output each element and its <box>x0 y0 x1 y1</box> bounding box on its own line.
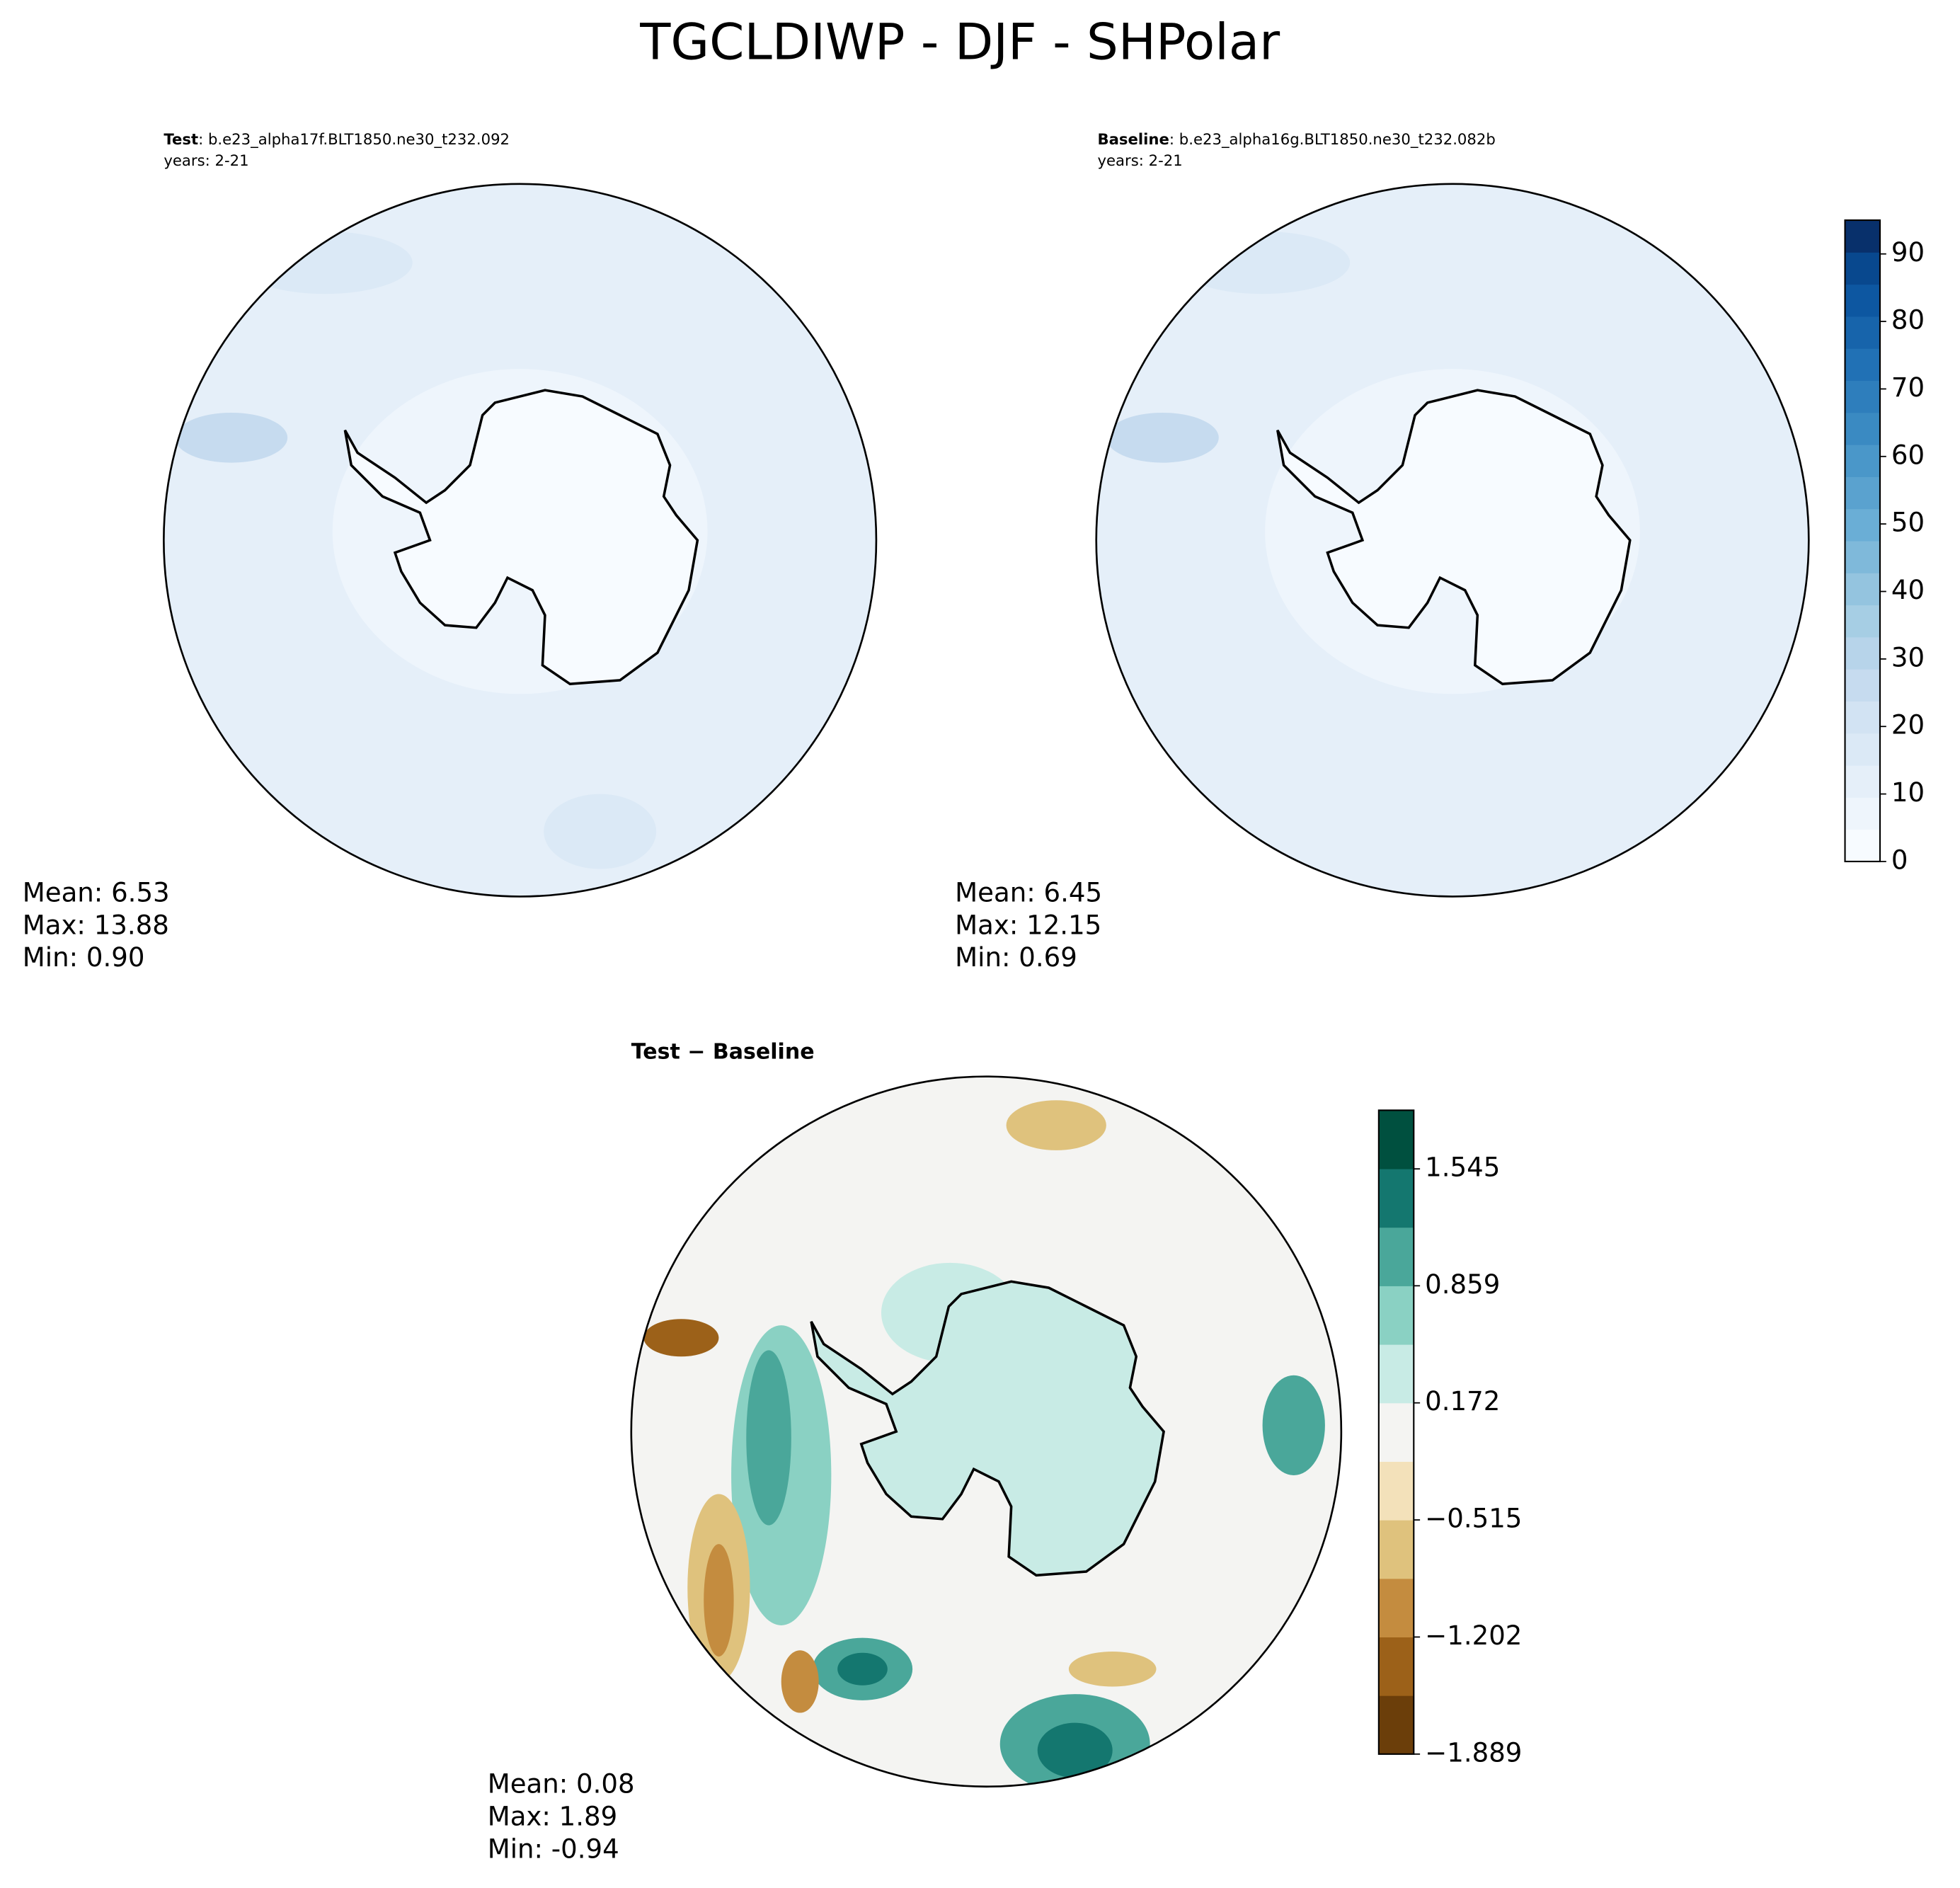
figure-title: TGCLDIWP - DJF - SHPolar <box>639 12 1280 71</box>
colorbar-level <box>1378 1344 1414 1404</box>
colorbar-frame <box>1377 1109 1415 1755</box>
stat: Min: 0.90 <box>23 942 145 973</box>
panel-years: years: 2-21 <box>164 151 248 169</box>
map-frame <box>1095 183 1810 898</box>
colorbar-tick-label: −0.515 <box>1425 1504 1522 1534</box>
panel-years: years: 2-21 <box>1097 151 1182 169</box>
colorbar-level <box>1378 1461 1414 1521</box>
colorbar-tick-label: 0.172 <box>1425 1386 1500 1417</box>
colorbar-level <box>1378 1637 1414 1696</box>
colorbar-tick-label: 80 <box>1891 305 1925 336</box>
colorbar-level <box>1845 540 1880 573</box>
stat: Mean: 0.08 <box>488 1768 635 1799</box>
stat: Mean: 6.45 <box>955 877 1102 908</box>
colorbar-level <box>1845 380 1880 413</box>
colorbar-tick-label: 30 <box>1891 642 1925 673</box>
colorbar-level <box>1845 508 1880 542</box>
stat: Max: 12.15 <box>955 910 1101 940</box>
colorbar-level <box>1378 1169 1414 1228</box>
colorbar-level <box>1845 445 1880 477</box>
panel-case: : b.e23_alpha17f.BLT1850.ne30_t232.092 <box>198 130 510 148</box>
colorbar-level <box>1845 701 1880 734</box>
colorbar-level <box>1845 733 1880 766</box>
stat: Min: 0.69 <box>955 942 1077 973</box>
colorbar-level <box>1845 252 1880 285</box>
panel-name: Test − Baseline <box>631 1040 815 1065</box>
panel-name: Baseline <box>1097 130 1169 148</box>
panel-name: Test <box>164 130 198 148</box>
colorbar-tick-label: 1.545 <box>1425 1152 1500 1183</box>
colorbar-level <box>1845 573 1880 606</box>
colorbar-level <box>1845 284 1880 317</box>
colorbar-level <box>1378 1695 1414 1755</box>
colorbar-level <box>1845 765 1880 798</box>
colorbar-level <box>1378 1110 1414 1169</box>
panel-label: Test: b.e23_alpha17f.BLT1850.ne30_t232.0… <box>164 130 510 148</box>
colorbar-level <box>1378 1227 1414 1286</box>
stat: Min: -0.94 <box>488 1833 619 1864</box>
colorbar-level <box>1378 1520 1414 1579</box>
colorbar-level <box>1845 669 1880 702</box>
colorbar-tick-label: 10 <box>1891 777 1925 808</box>
colorbar-tick-label: 60 <box>1891 440 1925 470</box>
colorbar-level <box>1845 829 1880 862</box>
panel-case: : b.e23_alpha16g.BLT1850.ne30_t232.082b <box>1169 130 1496 148</box>
colorbar-frame <box>1844 219 1881 863</box>
colorbar-level <box>1845 220 1880 253</box>
colorbar-level <box>1845 797 1880 830</box>
colorbar-level <box>1378 1402 1414 1462</box>
colorbar-tick-label: −1.889 <box>1425 1737 1522 1768</box>
colorbar-level <box>1378 1286 1414 1345</box>
stat: Max: 1.89 <box>488 1801 617 1831</box>
colorbar-level <box>1845 316 1880 349</box>
colorbar-tick-label: 90 <box>1891 237 1925 268</box>
map-baseline <box>1096 183 1809 897</box>
colorbar-level <box>1845 636 1880 670</box>
map-frame <box>630 1075 1343 1788</box>
colorbar-level <box>1845 412 1880 445</box>
stat: Max: 13.88 <box>23 910 169 940</box>
colorbar-tick-label: 0 <box>1891 845 1908 875</box>
colorbar-tick-label: 40 <box>1891 575 1925 605</box>
colorbar-level <box>1845 348 1880 382</box>
colorbar-level <box>1845 605 1880 638</box>
colorbar-tick-label: 50 <box>1891 508 1925 538</box>
map-difference <box>631 1076 1341 1787</box>
colorbar-level <box>1378 1578 1414 1638</box>
colorbar-level <box>1845 476 1880 510</box>
colorbar-tick-label: 20 <box>1891 710 1925 740</box>
colorbar-tick-label: 0.859 <box>1425 1269 1500 1300</box>
colorbar-tick-label: 70 <box>1891 372 1925 403</box>
panel-label: Baseline: b.e23_alpha16g.BLT1850.ne30_t2… <box>1097 130 1495 148</box>
map-test <box>164 183 876 897</box>
stat: Mean: 6.53 <box>23 877 170 908</box>
colorbar-tick-label: −1.202 <box>1425 1620 1522 1651</box>
map-frame <box>163 183 878 898</box>
